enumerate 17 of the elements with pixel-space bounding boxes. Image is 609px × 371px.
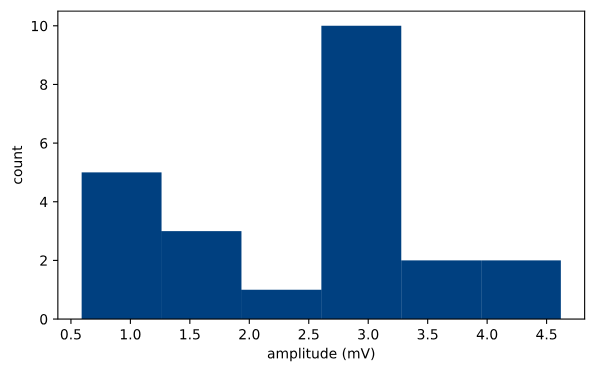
x-tick-label: 0.5 xyxy=(60,329,81,340)
y-axis-title: count xyxy=(12,146,22,184)
y-tick-label: 8 xyxy=(40,79,48,90)
x-tick-label: 4.5 xyxy=(536,329,556,340)
x-tick-label: 1.0 xyxy=(120,329,141,340)
y-tick-label: 4 xyxy=(40,196,48,208)
x-axis-title: amplitude (mV) xyxy=(268,348,374,362)
x-tick-label: 2.5 xyxy=(298,329,319,340)
x-tick-label: 3.5 xyxy=(418,329,438,340)
x-tick-label: 2.0 xyxy=(239,329,260,340)
x-tick-label: 4.0 xyxy=(476,329,498,340)
y-tick-label: 10 xyxy=(32,20,48,32)
y-tick-label: 6 xyxy=(40,138,48,149)
x-tick-label: 3.0 xyxy=(358,329,378,340)
x-tick-label: 1.5 xyxy=(180,329,200,340)
y-tick-label: 2 xyxy=(40,255,47,266)
y-tick-label: 0 xyxy=(40,314,48,325)
